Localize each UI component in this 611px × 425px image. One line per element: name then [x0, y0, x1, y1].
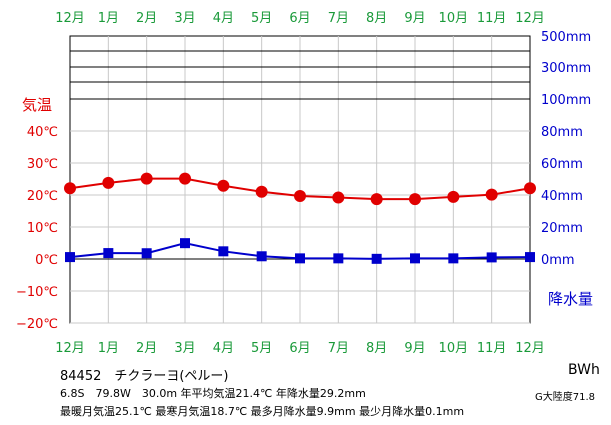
top-month-labels: 12月 1月 2月 3月 4月 5月 6月 7月 8月 9月 10月 11月 12月	[55, 11, 545, 26]
temperature-point	[64, 182, 76, 195]
month-label-bottom: 10月	[439, 341, 469, 356]
month-label-bottom: 2月	[136, 341, 157, 356]
temperature-point	[102, 176, 115, 189]
precipitation-point	[525, 252, 535, 263]
month-label-bottom: 8月	[366, 341, 387, 356]
month-label-bottom: 1月	[98, 341, 119, 356]
month-label-top: 3月	[174, 11, 195, 26]
month-label-top: 4月	[213, 11, 234, 26]
month-label-bottom: 7月	[328, 341, 349, 356]
station-details-2: 最暖月気温25.1℃ 最寒月気温18.7℃ 最多月降水量9.9mm 最少月降水量…	[60, 405, 465, 418]
precipitation-point	[448, 253, 459, 264]
temperature-point	[370, 193, 383, 206]
temperature-tick: 40℃	[27, 125, 58, 140]
precipitation-point	[103, 248, 114, 259]
month-label-bottom: 9月	[404, 341, 425, 356]
month-label-bottom: 11月	[477, 341, 507, 356]
month-label-bottom: 3月	[174, 341, 195, 356]
month-label-top: 9月	[404, 11, 425, 26]
month-label-bottom: 5月	[251, 341, 272, 356]
temperature-tick: 30℃	[27, 157, 58, 172]
station-name: 84452 チクラーヨ(ペルー)	[60, 369, 229, 384]
precipitation-point	[486, 252, 497, 263]
precipitation-tick: 80mm	[541, 125, 583, 140]
precipitation-tick: 500mm	[541, 30, 591, 45]
month-label-top: 12月	[55, 11, 85, 26]
temperature-tick: 0℃	[35, 253, 58, 268]
temperature-point	[447, 190, 460, 203]
precipitation-tick-labels: 500mm 300mm 100mm 80mm 60mm 40mm 20mm 0mm	[541, 30, 591, 268]
precipitation-point	[218, 246, 229, 257]
month-label-bottom: 12月	[515, 341, 545, 356]
continentality-index: G大陸度71.8	[535, 392, 596, 403]
climate-classification: BWh	[568, 362, 600, 378]
grid	[69, 35, 531, 324]
precipitation-tick: 20mm	[541, 221, 583, 236]
precipitation-series	[65, 238, 535, 264]
temperature-series	[64, 172, 536, 206]
month-label-top: 1月	[98, 11, 119, 26]
temperature-point	[140, 172, 153, 185]
precipitation-point	[180, 238, 190, 249]
precipitation-point	[333, 253, 344, 264]
temperature-tick: 20℃	[27, 189, 58, 204]
month-label-top: 12月	[515, 11, 545, 26]
precipitation-axis-title: 降水量	[548, 290, 593, 308]
precipitation-point	[371, 253, 382, 264]
month-label-bottom: 12月	[55, 341, 85, 356]
precipitation-tick: 300mm	[541, 61, 591, 76]
temperature-point	[179, 172, 191, 185]
precipitation-point	[141, 248, 152, 259]
month-label-top: 8月	[366, 11, 387, 26]
precipitation-tick: 0mm	[541, 253, 575, 268]
month-label-bottom: 6月	[289, 341, 310, 356]
month-label-top: 11月	[477, 11, 507, 26]
precipitation-point	[65, 252, 75, 263]
temperature-tick: 10℃	[27, 221, 58, 236]
month-label-top: 2月	[136, 11, 157, 26]
precipitation-point	[410, 253, 420, 264]
station-details-1: 6.8S 79.8W 30.0m 年平均気温21.4℃ 年降水量29.2mm	[60, 387, 366, 400]
bottom-month-labels: 12月 1月 2月 3月 4月 5月 6月 7月 8月 9月 10月 11月 12月	[55, 341, 545, 356]
temperature-point	[294, 189, 306, 202]
temperature-point	[409, 193, 421, 206]
precipitation-tick: 60mm	[541, 157, 583, 172]
month-label-bottom: 4月	[213, 341, 234, 356]
temperature-point	[255, 185, 268, 198]
temperature-point	[217, 179, 230, 192]
precipitation-tick: 40mm	[541, 189, 583, 204]
temperature-point	[485, 188, 498, 201]
precipitation-point	[295, 253, 305, 264]
precipitation-tick: 100mm	[541, 93, 591, 108]
precipitation-point	[256, 251, 267, 262]
temperature-tick-labels: 40℃ 30℃ 20℃ 10℃ 0℃ −10℃ −20℃	[16, 125, 58, 332]
month-label-top: 6月	[289, 11, 310, 26]
month-label-top: 7月	[328, 11, 349, 26]
temperature-tick: −10℃	[16, 285, 58, 300]
temperature-axis-title: 気温	[22, 96, 52, 114]
month-label-top: 5月	[251, 11, 272, 26]
temperature-tick: −20℃	[16, 317, 58, 332]
temperature-point	[332, 191, 345, 204]
temperature-point	[524, 182, 536, 195]
month-label-top: 10月	[439, 11, 469, 26]
